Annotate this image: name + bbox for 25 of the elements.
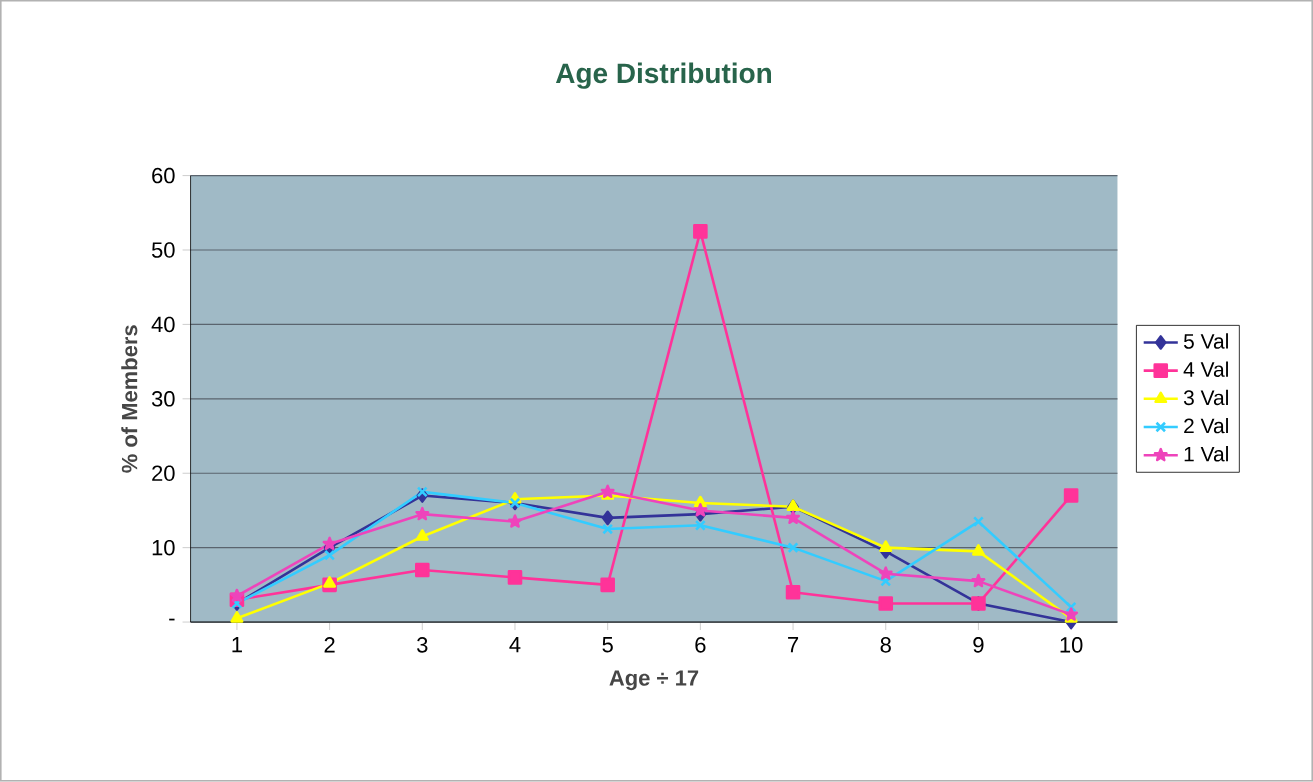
- y-tick-label: 10: [152, 540, 175, 556]
- x-tick-label: 1: [232, 637, 242, 653]
- x-tick-label: 6: [695, 637, 706, 653]
- legend-label: 5 Val: [1183, 333, 1228, 349]
- x-tick-label: 10: [1060, 637, 1083, 653]
- x-axis-title: Age ÷ 17: [609, 670, 699, 691]
- x-tick-label: 3: [417, 637, 428, 653]
- x-tick-label: 5: [602, 637, 613, 653]
- y-axis-title: % of Members: [121, 325, 138, 473]
- x-tick-label: 2: [324, 637, 335, 653]
- x-tick-label: 7: [788, 637, 799, 653]
- x-tick-label: 9: [973, 637, 984, 653]
- y-tick-label: 50: [151, 242, 175, 258]
- legend-label: 2 Val: [1184, 418, 1228, 434]
- y-tick-label: 60: [152, 168, 175, 184]
- legend-label: 4 Val: [1183, 361, 1228, 378]
- x-tick-label: 8: [880, 637, 891, 653]
- legend-label: 1 Val: [1184, 446, 1228, 462]
- chart-title: Age Distribution: [555, 62, 772, 89]
- y-tick-label: 40: [151, 316, 175, 333]
- y-tick-label: -: [169, 618, 175, 621]
- y-tick-label: 30: [151, 391, 175, 407]
- x-tick-label: 4: [509, 637, 521, 653]
- y-tick-label: 20: [152, 465, 175, 482]
- legend-label: 3 Val: [1183, 389, 1228, 406]
